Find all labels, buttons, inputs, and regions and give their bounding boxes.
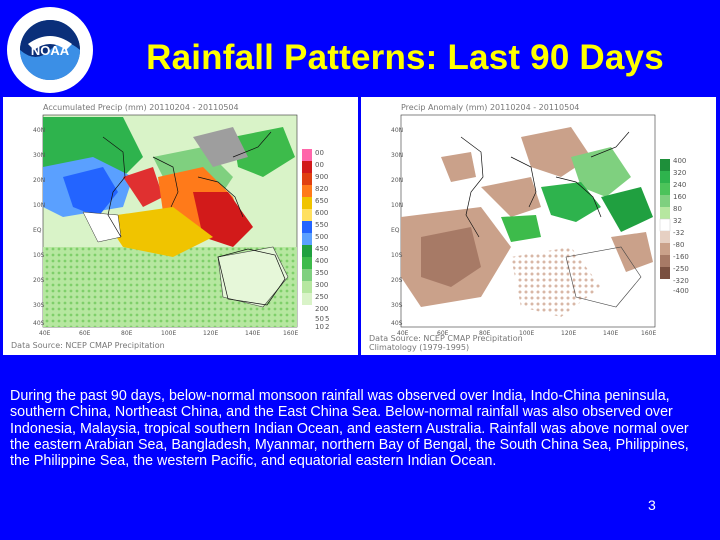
lon-tick: 40E bbox=[39, 330, 51, 337]
legend-label: -160 bbox=[673, 253, 689, 261]
legend-label: 00 bbox=[315, 161, 324, 169]
legend-label: 400 bbox=[315, 257, 328, 265]
lat-tick: 20N bbox=[33, 177, 45, 184]
lat-tick: 40N bbox=[33, 127, 45, 134]
legend-label: 600 bbox=[315, 209, 328, 217]
lat-tick: 30N bbox=[33, 152, 45, 159]
legend-label: 250 bbox=[315, 293, 328, 301]
legend-label: 5 bbox=[325, 315, 329, 323]
legend-label: 400 bbox=[673, 157, 686, 165]
legend-label: 2 bbox=[325, 323, 329, 331]
lat-tick: 40N bbox=[391, 127, 403, 134]
lat-tick: EQ bbox=[33, 227, 42, 234]
lat-tick: EQ bbox=[391, 227, 400, 234]
map-header: Precip Anomaly (mm) 20110204 - 20110504 bbox=[401, 103, 580, 112]
legend-label: 00 bbox=[315, 149, 324, 157]
legend-label: -400 bbox=[673, 287, 689, 295]
lon-tick: 140E bbox=[603, 330, 618, 337]
map-footer: Data Source: NCEP CMAP Precipitation bbox=[11, 341, 165, 350]
logo-text: NOAA bbox=[31, 43, 70, 58]
legend-label: 350 bbox=[315, 269, 328, 277]
legend-label: 32 bbox=[673, 217, 682, 225]
map-footer-line: Climatology (1979-1995) bbox=[369, 343, 470, 352]
legend-label: 50 bbox=[315, 315, 324, 323]
total-legend: 00 00 900 820 650 600 550 500 450 400 35… bbox=[302, 149, 329, 331]
precip-anomaly-chart: 400 320 240 160 80 32 -32 -80 -160 -250 … bbox=[391, 114, 689, 337]
lon-tick: 80E bbox=[479, 330, 491, 337]
noaa-seal-icon: NOAA bbox=[7, 7, 93, 93]
lon-tick: 100E bbox=[519, 330, 534, 337]
lat-tick: 10S bbox=[33, 252, 45, 259]
legend-label: -320 bbox=[673, 277, 689, 285]
lat-tick: 20S bbox=[33, 277, 45, 284]
legend-label: -80 bbox=[673, 241, 684, 249]
legend-label: 160 bbox=[673, 193, 686, 201]
legend-label: 650 bbox=[315, 197, 328, 205]
lat-tick: 10N bbox=[33, 202, 45, 209]
lon-tick: 80E bbox=[121, 330, 133, 337]
lon-tick: 60E bbox=[437, 330, 449, 337]
lat-axis: 40N 30N 20N 10N EQ 10S 20S 30S 40S bbox=[391, 127, 403, 327]
lon-tick: 160E bbox=[641, 330, 656, 337]
lat-tick: 20S bbox=[391, 277, 403, 284]
lon-tick: 60E bbox=[79, 330, 91, 337]
legend-label: 320 bbox=[673, 169, 686, 177]
lon-tick: 160E bbox=[283, 330, 298, 337]
lat-axis: 40N 30N 20N 10N EQ 10S 20S 30S 40S bbox=[33, 127, 45, 327]
slide-title: Rainfall Patterns: Last 90 Days bbox=[146, 38, 664, 77]
legend-label: 500 bbox=[315, 233, 328, 241]
slide-caption: During the past 90 days, below-normal mo… bbox=[10, 388, 689, 470]
legend-label: 240 bbox=[673, 181, 686, 189]
lat-tick: 40S bbox=[33, 320, 45, 327]
lat-tick: 30N bbox=[391, 152, 403, 159]
map-footer-line: Data Source: NCEP CMAP Precipitation bbox=[369, 334, 523, 343]
lat-tick: 20N bbox=[391, 177, 403, 184]
lon-tick: 40E bbox=[397, 330, 409, 337]
legend-label: -32 bbox=[673, 229, 684, 237]
lon-tick: 120E bbox=[561, 330, 576, 337]
legend-label: 300 bbox=[315, 281, 328, 289]
legend-label: 820 bbox=[315, 185, 328, 193]
legend-label: 550 bbox=[315, 221, 328, 229]
legend-label: 200 bbox=[315, 305, 328, 313]
precip-total-map: 00 00 900 820 650 600 550 500 450 400 35… bbox=[3, 97, 358, 355]
lon-tick: 140E bbox=[245, 330, 260, 337]
map-header: Accumulated Precip (mm) 20110204 - 20110… bbox=[43, 103, 239, 112]
legend-label: 450 bbox=[315, 245, 328, 253]
anomaly-legend: 400 320 240 160 80 32 -32 -80 -160 -250 … bbox=[659, 157, 689, 295]
page-number: 3 bbox=[648, 497, 656, 513]
legend-label: 80 bbox=[673, 205, 682, 213]
lon-tick: 120E bbox=[203, 330, 218, 337]
legend-label: -250 bbox=[673, 265, 689, 273]
legend-label: 10 bbox=[315, 323, 324, 331]
precip-anomaly-map: 400 320 240 160 80 32 -32 -80 -160 -250 … bbox=[361, 97, 716, 355]
precip-total-chart: 00 00 900 820 650 600 550 500 450 400 35… bbox=[33, 114, 329, 337]
lat-tick: 10N bbox=[391, 202, 403, 209]
lon-tick: 100E bbox=[161, 330, 176, 337]
legend-label: 900 bbox=[315, 173, 328, 181]
map-footer: Data Source: NCEP CMAP Precipitation Cli… bbox=[369, 334, 523, 352]
noaa-logo: NOAA bbox=[6, 6, 94, 94]
lon-axis: 40E 60E 80E 100E 120E 140E 160E bbox=[397, 330, 656, 337]
lat-tick: 40S bbox=[391, 320, 403, 327]
lat-tick: 30S bbox=[33, 302, 45, 309]
lat-tick: 10S bbox=[391, 252, 403, 259]
lon-axis: 40E 60E 80E 100E 120E 140E 160E bbox=[39, 330, 298, 337]
lat-tick: 30S bbox=[391, 302, 403, 309]
